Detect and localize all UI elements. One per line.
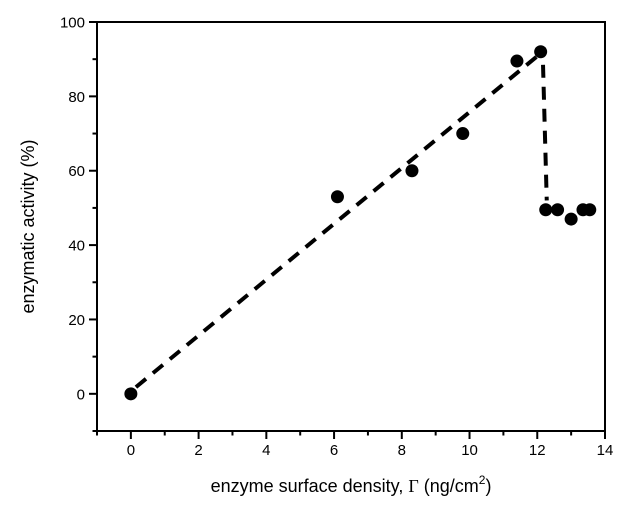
data-point-marker [539, 203, 553, 217]
data-point-marker [551, 203, 565, 217]
x-axis-title-part: ) [485, 476, 491, 496]
plot-frame [96, 21, 606, 432]
x-axis-title-part: 2 [479, 473, 486, 487]
y-tick-label: 0 [77, 386, 85, 403]
axes-layer: 0 2 4 6 8 10 12 14 0 20 40 60 80 100 [60, 15, 613, 460]
x-tick-label: 14 [597, 442, 614, 459]
x-tick-label: 6 [330, 442, 338, 459]
data-point-marker [456, 127, 470, 141]
x-tick-label: 4 [262, 442, 270, 459]
y-tick-label: 100 [60, 15, 85, 32]
y-axis-title: enzymatic activity (%) [18, 139, 38, 313]
activity-drop-line [541, 64, 549, 201]
data-point-marker [330, 190, 344, 204]
series-layer [124, 45, 597, 401]
x-tick-label: 12 [529, 442, 546, 459]
data-point-marker [534, 45, 548, 59]
data-point-marker [583, 203, 597, 217]
y-tick-label: 40 [68, 238, 85, 255]
x-axis-title-part: (ng/cm [419, 476, 479, 496]
x-axis-title-part: Γ [408, 476, 418, 496]
data-point-marker [510, 54, 524, 68]
x-tick-label: 2 [194, 442, 202, 459]
x-axis-title-part: enzyme surface density, [211, 476, 409, 496]
data-point-marker [405, 164, 419, 178]
linear-fit-line [134, 54, 539, 389]
data-point-marker [564, 212, 578, 226]
y-tick-label: 80 [68, 89, 85, 106]
y-tick-label: 20 [68, 312, 85, 329]
x-tick-label: 0 [127, 442, 135, 459]
x-tick-label: 10 [461, 442, 478, 459]
data-point-marker [124, 387, 138, 401]
x-tick-label: 8 [398, 442, 406, 459]
y-tick-label: 60 [68, 163, 85, 180]
x-axis-title: enzyme surface density, Γ (ng/cm2) [211, 473, 492, 496]
